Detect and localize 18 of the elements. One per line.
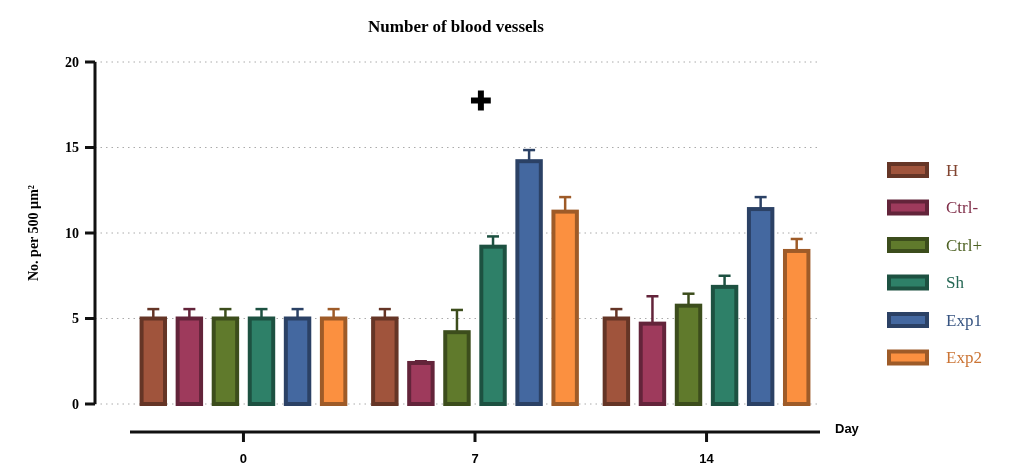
y-tick-label: 15	[65, 140, 79, 156]
legend-label: Ctrl-	[946, 198, 979, 218]
legend-label: Exp1	[946, 310, 982, 330]
legend-label: Exp2	[946, 348, 982, 368]
y-tick-label: 0	[72, 396, 79, 412]
legend-label: Sh	[946, 273, 965, 293]
legend-label: H	[946, 160, 959, 180]
y-tick-label: 5	[72, 311, 79, 327]
y-tick-label: 20	[65, 54, 79, 70]
x-axis-title: Day	[835, 421, 860, 436]
x-tick-label: 0	[239, 450, 248, 466]
y-tick-label: 10	[65, 225, 79, 241]
legend-label: Ctrl+	[946, 235, 983, 255]
x-tick-label: 7	[471, 450, 479, 466]
x-tick-label: 14	[699, 450, 715, 466]
chart-title: Number of blood vessels	[368, 17, 545, 36]
annotation: ✚	[470, 87, 492, 117]
y-axis-title: No. per 500 µm²	[26, 185, 41, 281]
